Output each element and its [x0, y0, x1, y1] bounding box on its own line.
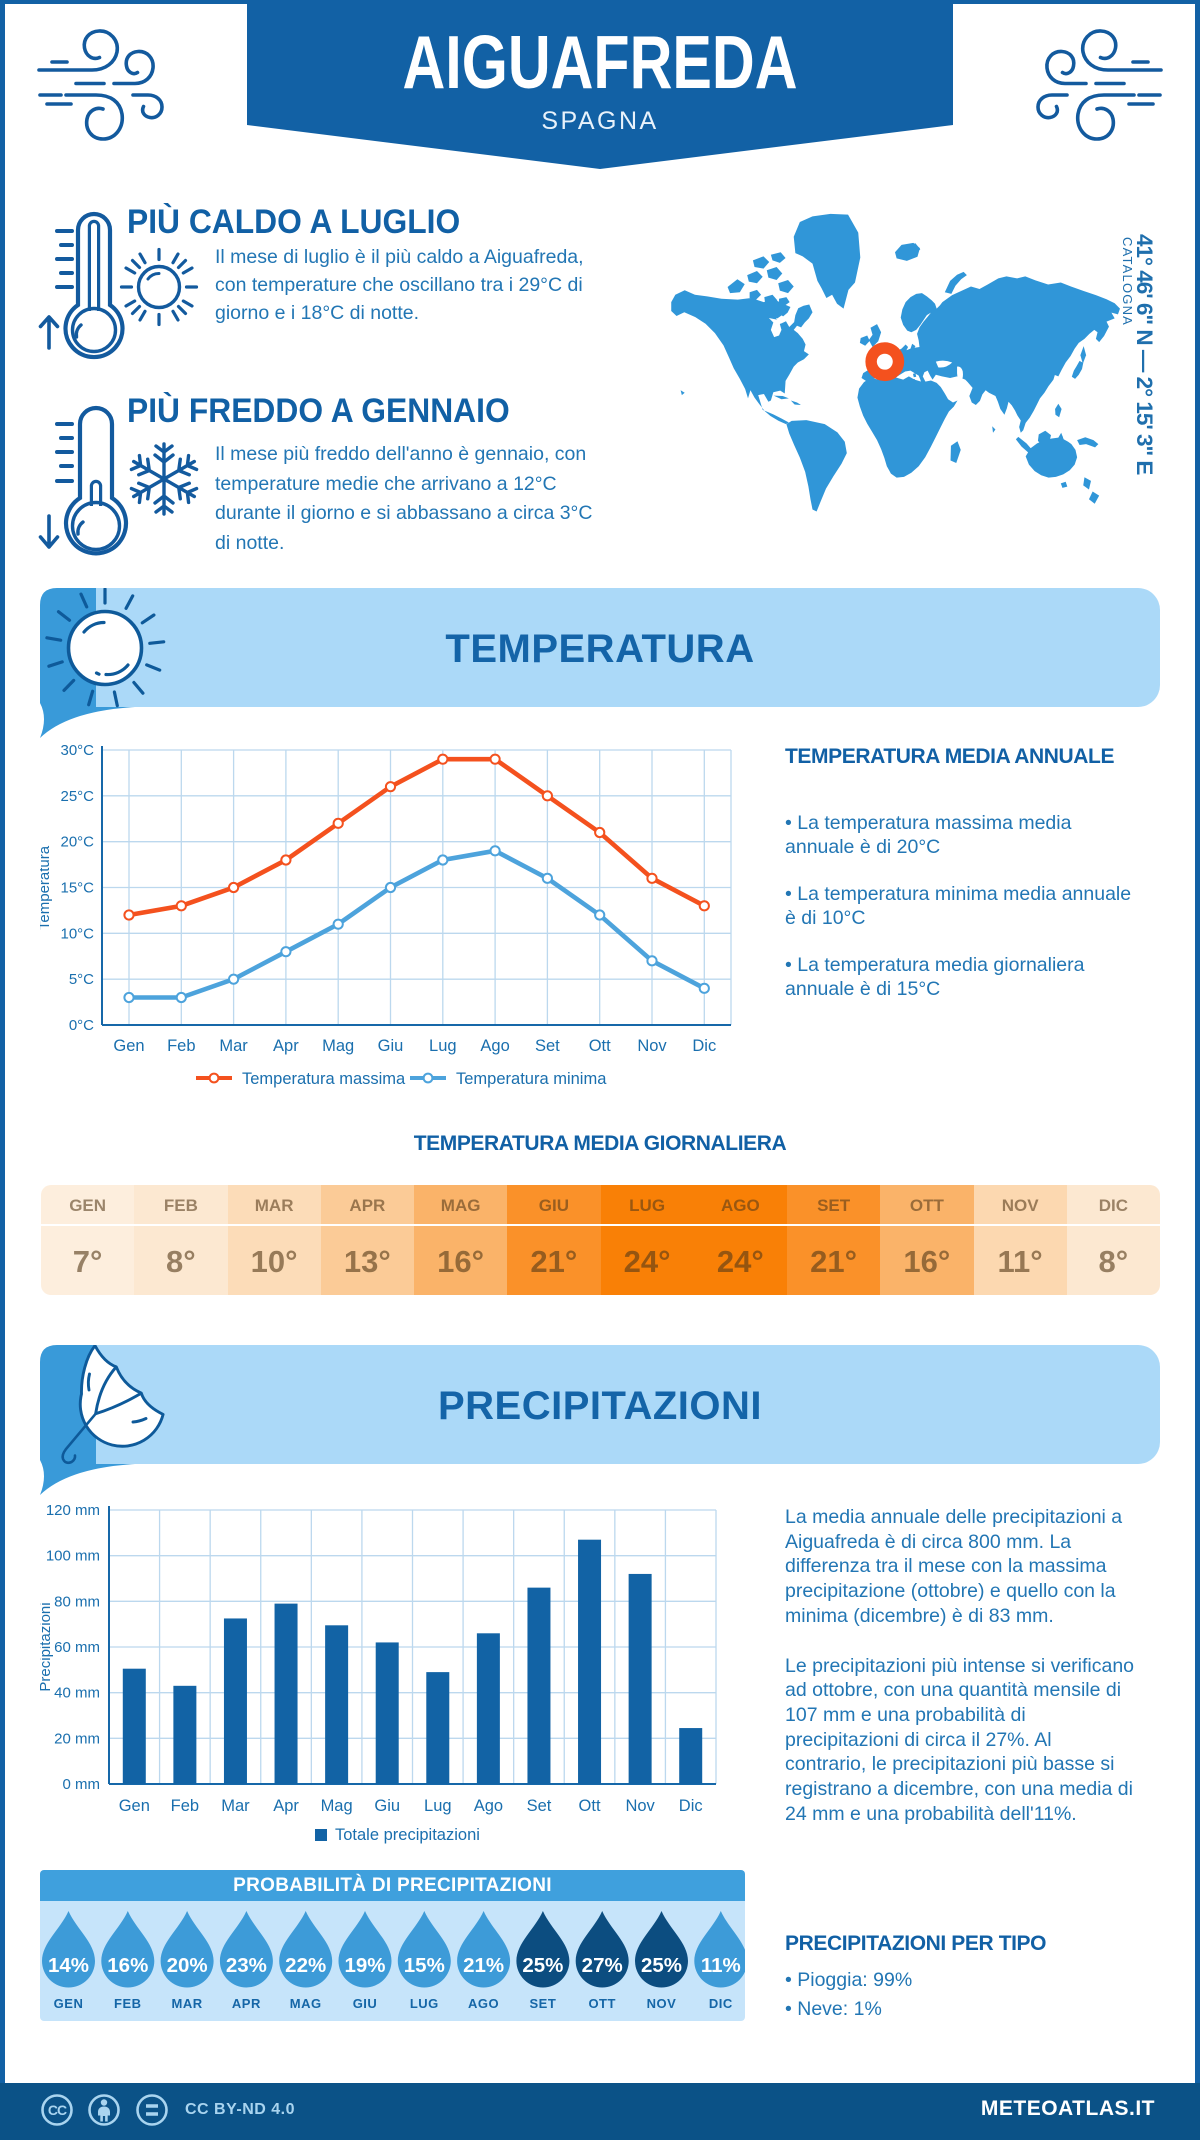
svg-text:19%: 19% [344, 1954, 385, 1977]
svg-text:15°C: 15°C [60, 880, 94, 897]
svg-text:Apr: Apr [273, 1797, 299, 1815]
svg-text:120 mm: 120 mm [46, 1502, 100, 1519]
svg-text:MAR: MAR [172, 1996, 203, 2011]
svg-text:16%: 16% [107, 1954, 148, 1977]
svg-text:Ago: Ago [474, 1797, 503, 1815]
svg-text:21%: 21% [463, 1954, 504, 1977]
svg-text:Totale precipitazioni: Totale precipitazioni [335, 1826, 480, 1844]
svg-text:Nov: Nov [637, 1037, 667, 1055]
svg-text:Ott: Ott [579, 1797, 601, 1815]
svg-text:0°C: 0°C [69, 1017, 94, 1034]
svg-text:Dic: Dic [692, 1037, 716, 1055]
svg-text:DIC: DIC [709, 1996, 733, 2011]
svg-text:AGO: AGO [468, 1996, 499, 2011]
svg-text:SET: SET [530, 1996, 557, 2011]
svg-text:22%: 22% [285, 1954, 326, 1977]
svg-text:Dic: Dic [679, 1797, 703, 1815]
svg-text:100 mm: 100 mm [46, 1548, 100, 1565]
svg-text:15%: 15% [404, 1954, 445, 1977]
svg-text:GEN: GEN [54, 1996, 84, 2011]
svg-text:0 mm: 0 mm [63, 1776, 101, 1793]
svg-text:11%: 11% [701, 1954, 741, 1977]
svg-text:Precipitazioni: Precipitazioni [40, 1602, 54, 1691]
svg-text:10°C: 10°C [60, 925, 94, 942]
svg-text:Lug: Lug [424, 1797, 452, 1815]
svg-text:NOV: NOV [647, 1996, 677, 2011]
svg-text:20%: 20% [167, 1954, 208, 1977]
svg-text:40 mm: 40 mm [54, 1685, 100, 1702]
svg-text:20 mm: 20 mm [54, 1730, 100, 1747]
svg-text:Feb: Feb [167, 1037, 195, 1055]
svg-text:FEB: FEB [114, 1996, 142, 2011]
svg-text:Set: Set [535, 1037, 560, 1055]
svg-text:60 mm: 60 mm [54, 1639, 100, 1656]
svg-text:Mag: Mag [321, 1797, 353, 1815]
svg-text:Feb: Feb [171, 1797, 199, 1815]
svg-text:GIU: GIU [353, 1996, 378, 2011]
svg-text:20°C: 20°C [60, 834, 94, 851]
svg-text:30°C: 30°C [60, 742, 94, 759]
svg-text:5°C: 5°C [69, 971, 94, 988]
svg-text:APR: APR [232, 1996, 261, 2011]
svg-text:Giu: Giu [378, 1037, 404, 1055]
svg-text:Temperatura minima: Temperatura minima [456, 1070, 607, 1088]
svg-text:Mag: Mag [322, 1037, 354, 1055]
svg-text:25°C: 25°C [60, 788, 94, 805]
svg-text:23%: 23% [226, 1954, 267, 1977]
svg-text:14%: 14% [48, 1954, 89, 1977]
svg-text:Mar: Mar [219, 1037, 248, 1055]
svg-text:Gen: Gen [119, 1797, 150, 1815]
svg-text:25%: 25% [641, 1954, 682, 1977]
svg-text:Apr: Apr [273, 1037, 299, 1055]
svg-text:Nov: Nov [625, 1797, 655, 1815]
svg-text:OTT: OTT [588, 1996, 616, 2011]
svg-text:Gen: Gen [113, 1037, 144, 1055]
svg-text:27%: 27% [582, 1954, 623, 1977]
svg-text:Set: Set [527, 1797, 552, 1815]
svg-text:Temperatura massima: Temperatura massima [242, 1070, 406, 1088]
svg-text:80 mm: 80 mm [54, 1593, 100, 1610]
svg-text:CC: CC [48, 2102, 67, 2118]
svg-text:Lug: Lug [429, 1037, 457, 1055]
svg-text:Temperatura: Temperatura [40, 845, 53, 930]
svg-text:LUG: LUG [410, 1996, 439, 2011]
svg-text:Ago: Ago [480, 1037, 509, 1055]
svg-text:Giu: Giu [374, 1797, 400, 1815]
svg-text:MAG: MAG [290, 1996, 322, 2011]
svg-text:Ott: Ott [589, 1037, 611, 1055]
svg-text:Mar: Mar [221, 1797, 250, 1815]
svg-text:25%: 25% [522, 1954, 563, 1977]
